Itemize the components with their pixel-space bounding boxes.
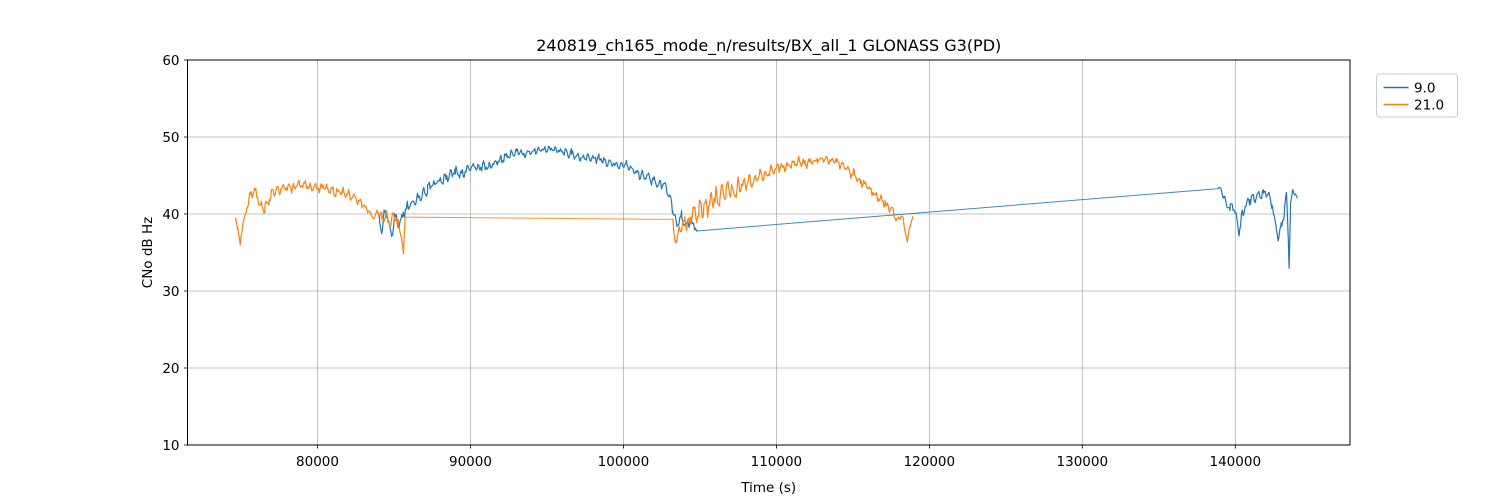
y-tick-label: 30 (162, 284, 179, 300)
legend-label-21.0: 21.0 (1414, 97, 1444, 113)
series-line-21.0 (235, 179, 406, 255)
series-line-21.0 (672, 155, 914, 244)
axis-ticks: 80000 90000 100000 110000 120000 130000 140000… (162, 53, 1261, 470)
y-tick-label: 40 (162, 207, 179, 223)
x-tick-label: 120000 (904, 454, 956, 470)
data-series (235, 145, 1298, 269)
y-tick-label: 20 (162, 361, 179, 377)
series-line-21.0 (404, 216, 674, 220)
x-tick-label: 140000 (1210, 454, 1262, 470)
x-tick-label: 90000 (449, 454, 492, 470)
y-tick-label: 60 (162, 53, 179, 69)
x-tick-label: 80000 (296, 454, 339, 470)
legend: 9.021.0 (1376, 73, 1458, 118)
y-tick-label: 10 (162, 438, 179, 454)
legend-label-9.0: 9.0 (1414, 80, 1435, 96)
y-tick-label: 50 (162, 130, 179, 146)
x-tick-label: 100000 (598, 454, 650, 470)
plot-border (187, 59, 1351, 446)
series-line-9.0 (696, 188, 1219, 232)
x-axis-label: Time (s) (740, 480, 796, 496)
series-line-9.0 (1217, 186, 1298, 269)
x-tick-label: 130000 (1057, 454, 1109, 470)
gridlines (187, 59, 1350, 446)
x-tick-label: 110000 (751, 454, 803, 470)
y-axis-label: CNo dB Hz (140, 217, 156, 288)
chart-title: 240819_ch165_mode_n/results/BX_all_1 GLO… (536, 36, 1001, 56)
series-line-9.0 (377, 145, 698, 238)
legend-box (1376, 73, 1458, 118)
